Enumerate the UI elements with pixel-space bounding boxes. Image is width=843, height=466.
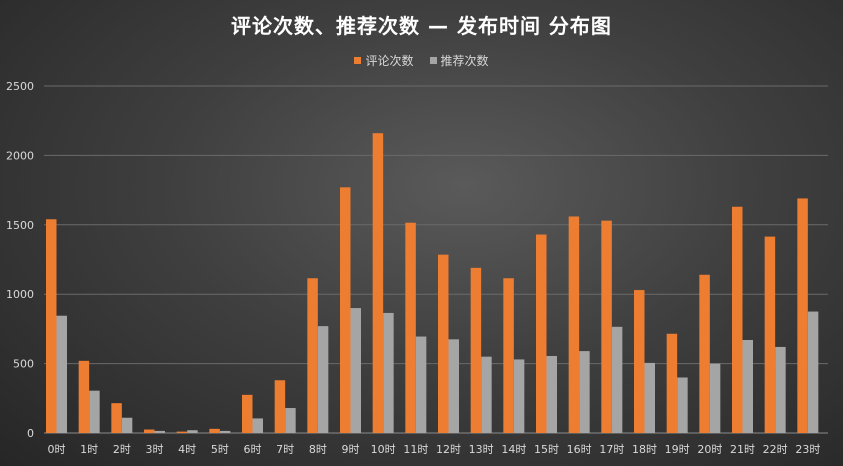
y-tick-label: 2500 [6, 80, 34, 93]
bar-recommends [579, 351, 590, 433]
bar-comments [144, 429, 155, 433]
bar-recommends [89, 390, 100, 433]
x-tick-label: 9时 [342, 443, 360, 456]
x-tick-label: 16时 [567, 443, 592, 456]
y-tick-label: 1000 [6, 288, 34, 301]
legend-label-comments: 评论次数 [365, 54, 414, 68]
bar-recommends [415, 336, 427, 433]
bar-recommends [709, 363, 721, 433]
bar-recommends [350, 308, 361, 433]
legend: 评论次数 推荐次数 [0, 52, 843, 69]
x-tick-label: 19时 [665, 443, 690, 456]
bar-recommends [448, 339, 459, 433]
x-tick-label: 23时 [795, 443, 820, 456]
bar-recommends [285, 408, 296, 433]
legend-swatch-recommends [429, 57, 437, 64]
bar-recommends [154, 430, 165, 433]
bar-comments [601, 220, 612, 433]
bar-comments [78, 360, 90, 433]
x-tick-label: 7时 [276, 443, 294, 456]
bar-comments [372, 133, 384, 433]
bar-recommends [252, 418, 263, 433]
x-tick-label: 12时 [436, 443, 461, 456]
legend-swatch-comments [354, 57, 362, 64]
bar-recommends [742, 340, 753, 433]
x-tick-label: 22时 [763, 443, 788, 456]
bar-comments [46, 219, 57, 433]
x-tick-label: 14时 [501, 443, 526, 456]
x-tick-label: 13时 [469, 443, 494, 456]
bar-recommends [807, 311, 819, 433]
legend-item-recommends[interactable]: 推荐次数 [429, 52, 489, 69]
bar-comments [634, 290, 645, 433]
bar-comments [307, 278, 318, 433]
bar-recommends [481, 356, 492, 433]
bar-recommends [121, 417, 133, 433]
bar-comments [176, 431, 188, 433]
y-tick-label: 500 [13, 358, 34, 371]
x-tick-label: 3时 [146, 443, 164, 456]
y-tick-label: 2000 [6, 149, 34, 162]
x-tick-label: 18时 [632, 443, 657, 456]
bar-recommends [56, 315, 67, 433]
bar-comments [340, 187, 351, 433]
bar-comments [242, 394, 253, 433]
chart-title: 评论次数、推荐次数 — 发布时间 分布图 [231, 14, 612, 38]
bar-recommends [317, 326, 329, 433]
bar-comments [111, 403, 122, 433]
bar-comments [568, 216, 580, 433]
bar-recommends [219, 430, 231, 433]
bar-recommends [775, 346, 786, 433]
bar-comments [274, 380, 286, 433]
bar-comments [666, 333, 678, 433]
bar-comments [536, 234, 547, 433]
x-tick-label: 10时 [371, 443, 396, 456]
x-tick-label: 6时 [244, 443, 262, 456]
bar-recommends [611, 326, 623, 433]
y-tick-label: 0 [27, 427, 34, 440]
bar-recommends [677, 377, 688, 433]
x-tick-label: 4时 [178, 443, 196, 456]
bar-comments [470, 267, 482, 433]
legend-label-recommends: 推荐次数 [440, 54, 489, 68]
bar-recommends [187, 430, 198, 433]
x-tick-label: 5时 [211, 443, 229, 456]
x-tick-label: 11时 [403, 443, 428, 456]
bar-comments [699, 274, 710, 433]
bar-recommends [546, 355, 557, 433]
x-tick-label: 0时 [48, 443, 66, 456]
bar-recommends [644, 362, 655, 433]
bar-comments [732, 206, 743, 433]
x-tick-label: 2时 [113, 443, 131, 456]
bar-comments [438, 254, 449, 433]
bar-comments [503, 278, 514, 433]
bar-comments [209, 428, 220, 433]
x-tick-label: 20时 [697, 443, 722, 456]
bar-recommends [513, 359, 525, 433]
bar-comments [405, 222, 416, 433]
legend-item-comments[interactable]: 评论次数 [354, 52, 414, 69]
bar-comments [797, 198, 808, 433]
bar-comments [764, 236, 776, 433]
x-tick-label: 8时 [309, 443, 327, 456]
y-tick-label: 1500 [6, 219, 34, 232]
bar-recommends [383, 312, 394, 433]
x-tick-label: 21时 [730, 443, 755, 456]
x-tick-label: 15时 [534, 443, 559, 456]
x-tick-label: 1时 [80, 443, 98, 456]
x-tick-label: 17时 [599, 443, 624, 456]
